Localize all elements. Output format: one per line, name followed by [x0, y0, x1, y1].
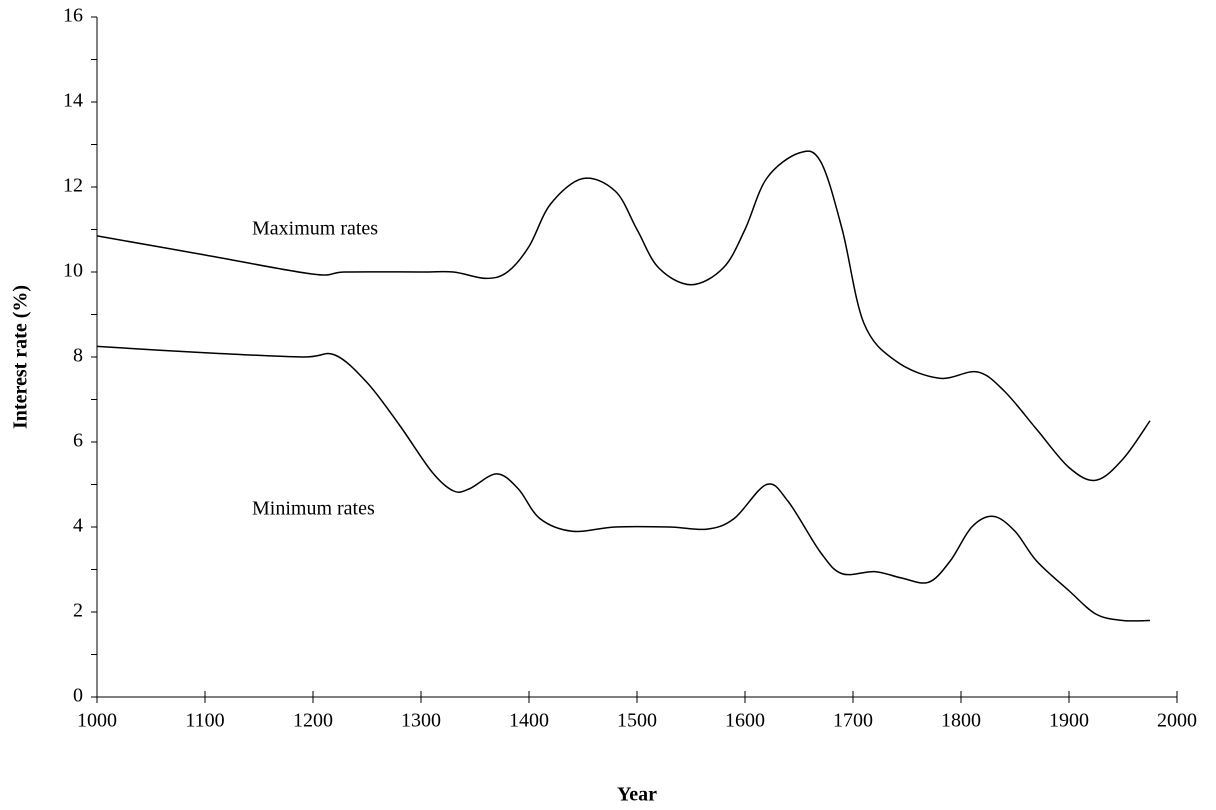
series-label: Maximum rates	[252, 218, 378, 240]
x-tick-label: 1400	[509, 710, 549, 732]
x-tick-label: 1200	[293, 710, 333, 732]
series-label: Minimum rates	[252, 498, 375, 520]
x-tick-label: 1300	[401, 710, 441, 732]
x-tick-label: 1100	[185, 710, 224, 732]
y-tick-label: 4	[73, 515, 83, 537]
y-tick-label: 0	[73, 685, 83, 707]
y-tick-label: 16	[63, 5, 83, 27]
x-tick-label: 1700	[833, 710, 873, 732]
y-axis-title: Interest rate (%)	[10, 285, 32, 429]
x-tick-label: 1500	[617, 710, 657, 732]
x-tick-label: 1000	[77, 710, 117, 732]
line-series	[96, 345, 1151, 622]
y-tick-label: 10	[63, 260, 83, 282]
x-axis-title: Year	[617, 784, 657, 806]
x-tick-label: 1600	[725, 710, 765, 732]
x-tick-label: 1900	[1049, 710, 1089, 732]
y-tick-label: 14	[63, 90, 83, 112]
x-tick-label: 2000	[1157, 710, 1197, 732]
y-tick-label: 8	[73, 345, 83, 367]
y-tick-label: 2	[73, 600, 83, 622]
y-tick-label: 12	[63, 175, 83, 197]
x-tick-label: 1800	[941, 710, 981, 732]
line-series	[96, 150, 1151, 482]
y-tick-label: 6	[73, 430, 83, 452]
